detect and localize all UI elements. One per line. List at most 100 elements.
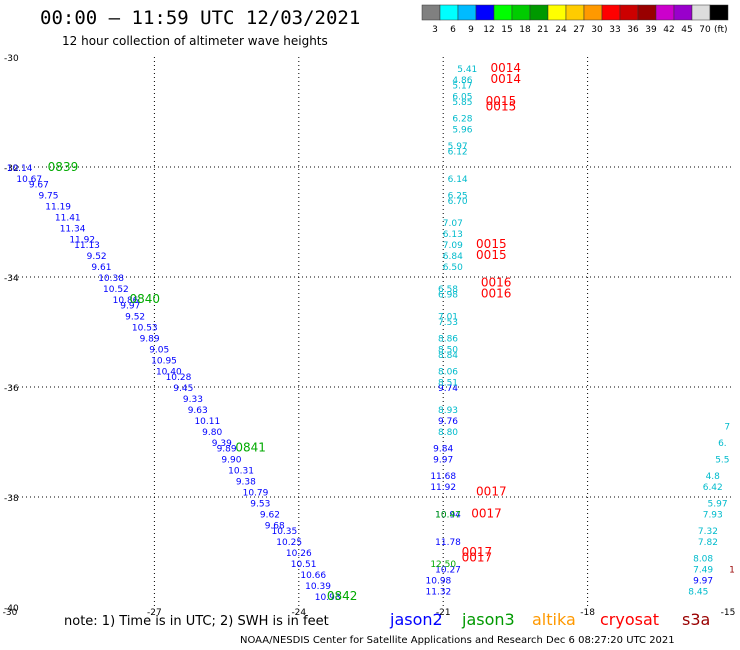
y-tick-label: -32 bbox=[4, 164, 19, 174]
colorbar-label: 36 bbox=[627, 25, 639, 35]
time-marker: 0841 bbox=[235, 441, 266, 455]
wave-height-label: 10.51 bbox=[291, 560, 317, 570]
wave-height-label: 6.05 bbox=[452, 93, 472, 103]
wave-height-label: 4.86 bbox=[452, 76, 472, 86]
wave-height-label: 10.25 bbox=[276, 538, 302, 548]
wave-height-label: 10.53 bbox=[132, 324, 158, 334]
wave-height-label: 1 bbox=[729, 566, 735, 576]
wave-height-label: 6.13 bbox=[443, 230, 463, 240]
wave-height-label: 9.61 bbox=[91, 263, 111, 273]
wave-height-label: 8.93 bbox=[438, 406, 458, 416]
x-tick-label: -30 bbox=[3, 608, 18, 618]
wave-height-label: 9.89 bbox=[217, 445, 237, 455]
wave-height-label: 10.95 bbox=[151, 357, 177, 367]
colorbar-label: 70 bbox=[699, 25, 711, 35]
wave-height-label: 6.50 bbox=[443, 263, 463, 273]
time-marker: 0842 bbox=[327, 589, 358, 603]
data-points: 10.1410.679.679.7511.1911.4111.3411.9211… bbox=[7, 61, 735, 603]
colorbar-label: 21 bbox=[537, 25, 548, 35]
wave-height-label: 7.93 bbox=[703, 511, 723, 521]
wave-height-label: 9.74 bbox=[438, 384, 458, 394]
x-tick-label: -15 bbox=[721, 608, 736, 618]
wave-height-label: 10.38 bbox=[98, 274, 124, 284]
wave-height-label: 10.27 bbox=[435, 566, 461, 576]
wave-height-label: 9.89 bbox=[140, 335, 160, 345]
time-marker: 0015 bbox=[476, 237, 507, 251]
wave-height-label: 9.75 bbox=[38, 192, 58, 202]
colorbar-swatch bbox=[529, 4, 549, 21]
wave-height-label: 11.19 bbox=[45, 203, 71, 213]
wave-height-label: 9.52 bbox=[125, 313, 145, 323]
wave-height-label: 7.32 bbox=[698, 527, 718, 537]
colorbar-swatch bbox=[457, 4, 477, 21]
wave-height-label: 10.98 bbox=[426, 577, 452, 587]
satellite-cryosat: cryosat bbox=[600, 610, 659, 629]
wave-height-label: 5.97 bbox=[448, 142, 468, 152]
wave-height-label: 6.14 bbox=[448, 175, 468, 185]
colorbar-label: 45 bbox=[681, 25, 692, 35]
wave-height-label: 9.63 bbox=[188, 406, 208, 416]
wave-height-label: 7.01 bbox=[438, 313, 458, 323]
wave-height-label: 6. bbox=[718, 439, 727, 449]
wave-height-label: 11.34 bbox=[60, 225, 86, 235]
wave-height-label: 11.92 bbox=[430, 483, 456, 493]
wave-height-label: 11.32 bbox=[426, 588, 452, 598]
x-tick-label: -18 bbox=[580, 608, 595, 618]
wave-height-label: 11.41 bbox=[55, 214, 81, 224]
wave-height-label: 10.40 bbox=[156, 368, 182, 378]
colorbar-label: 3 bbox=[432, 25, 438, 35]
wave-height-label: 10.93 bbox=[315, 593, 341, 603]
wave-height-label: 10.35 bbox=[271, 527, 297, 537]
wave-height-label: 10.11 bbox=[194, 417, 220, 427]
wave-height-label: 9.53 bbox=[250, 500, 270, 510]
wave-height-label: 9.80 bbox=[202, 428, 222, 438]
time-marker: 0017 bbox=[462, 551, 493, 565]
colorbar-swatch bbox=[709, 4, 729, 21]
wave-height-label: 10.94 bbox=[435, 511, 461, 521]
wave-height-label: 9.62 bbox=[260, 511, 280, 521]
colorbar-swatch bbox=[439, 4, 459, 21]
wave-height-label: 12.50 bbox=[430, 560, 456, 570]
wave-height-label: 8.84 bbox=[438, 351, 458, 361]
wave-height-label: 9.33 bbox=[183, 395, 203, 405]
time-marker: 0015 bbox=[476, 248, 507, 262]
series-jason2-cyan: 5.414.865.176.055.856.285.965.976.126.14… bbox=[438, 65, 730, 598]
wave-height-label: 8.50 bbox=[438, 346, 458, 356]
satellite-jason2: jason2 bbox=[389, 610, 443, 629]
y-tick-label: -34 bbox=[4, 274, 19, 284]
wave-height-label: 9.68 bbox=[265, 522, 285, 532]
wave-height-label: 7.09 bbox=[443, 241, 463, 251]
time-marker: 0017 bbox=[476, 485, 507, 499]
axes: -30 -27 -24 -21 -18 -15 -30 -32 -34 -36 -38 -40 bbox=[3, 54, 736, 618]
wave-height-label: 6.70 bbox=[448, 197, 468, 207]
colorbar-label: (ft) bbox=[714, 25, 728, 35]
color-scale-legend: 3 6 9 12 15 18 21 24 27 30 33 36 39 42 45 70 (ft) bbox=[421, 4, 729, 35]
colorbar-label: 33 bbox=[609, 25, 620, 35]
colorbar-label: 9 bbox=[468, 25, 474, 35]
satellite-jason3: jason3 bbox=[461, 610, 515, 629]
wave-height-label: 10.67 bbox=[16, 175, 42, 185]
wave-height-label: 5.96 bbox=[452, 126, 472, 136]
wave-height-label: 10.86 bbox=[113, 296, 139, 306]
wave-height-label: 9.05 bbox=[149, 346, 169, 356]
colorbar-label: 30 bbox=[591, 25, 603, 35]
y-tick-label: -30 bbox=[4, 54, 19, 64]
wave-height-label: 10.52 bbox=[103, 285, 129, 295]
wave-height-label: 5.97 bbox=[708, 500, 728, 510]
series-jason2: 10.1410.679.679.7511.1911.4111.3411.9211… bbox=[7, 164, 713, 603]
colorbar-label: 42 bbox=[663, 25, 674, 35]
wave-height-label: 9.45 bbox=[173, 384, 193, 394]
page-title: 00:00 – 11:59 UTC 12/03/2021 bbox=[40, 7, 360, 29]
footer-note: note: 1) Time is in UTC; 2) SWH is in fe… bbox=[64, 614, 329, 629]
time-marker: 0015 bbox=[486, 94, 517, 108]
colorbar-swatch bbox=[601, 4, 621, 21]
colorbar-label: 15 bbox=[501, 25, 512, 35]
grid-lines bbox=[10, 57, 732, 607]
wave-height-label: 9.38 bbox=[236, 478, 256, 488]
series-cryosat: 0014001400150015001500150016001600170017… bbox=[462, 61, 521, 565]
colorbar-label: 24 bbox=[555, 25, 567, 35]
wave-height-label: 11.68 bbox=[430, 472, 456, 482]
wave-height-label: 8.06 bbox=[438, 368, 458, 378]
wave-height-label: 6.25 bbox=[448, 192, 468, 202]
wave-height-label: 9.90 bbox=[221, 456, 241, 466]
